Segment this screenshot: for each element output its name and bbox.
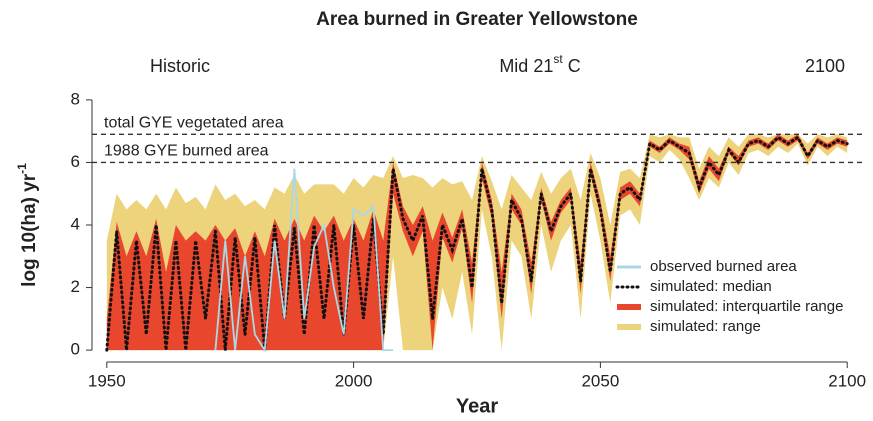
period-label: 2100 [805, 56, 845, 76]
chart-title: Area burned in Greater Yellowstone [316, 9, 638, 30]
legend-label: simulated: interquartile range [650, 298, 843, 315]
range-band [106, 134, 848, 351]
observed-line [214, 168, 394, 353]
period-part: st [553, 52, 563, 66]
y-tick-label: 8 [71, 89, 80, 108]
period-part: Historic [150, 56, 210, 76]
legend-label: observed burned area [650, 258, 797, 275]
y-tick-label: 4 [71, 214, 80, 233]
period-label: Mid 21st C [499, 52, 580, 76]
reference-label: total GYE vegetated area [104, 115, 284, 132]
y-tick-label: 0 [71, 340, 80, 359]
legend-label: simulated: median [650, 278, 772, 295]
y-tick-label: 2 [71, 277, 80, 296]
y-axis-label: log 10(ha) yr-1 [15, 163, 40, 287]
y-label-text: log 10(ha) yr [19, 173, 40, 287]
legend-label: simulated: range [650, 318, 761, 335]
x-tick-label: 2100 [828, 371, 866, 390]
x-axis-label: Year [456, 395, 498, 417]
period-part: C [563, 56, 581, 76]
x-tick-label: 1950 [88, 371, 126, 390]
period-label: Historic [150, 56, 210, 76]
x-tick-label: 2000 [335, 371, 373, 390]
y-tick-label: 6 [71, 152, 80, 171]
y-label-sup: -1 [15, 163, 29, 174]
period-part: Mid 21 [499, 56, 553, 76]
reference-label: 1988 GYE burned area [104, 143, 269, 160]
x-tick-label: 2050 [581, 371, 619, 390]
period-part: 2100 [805, 56, 845, 76]
